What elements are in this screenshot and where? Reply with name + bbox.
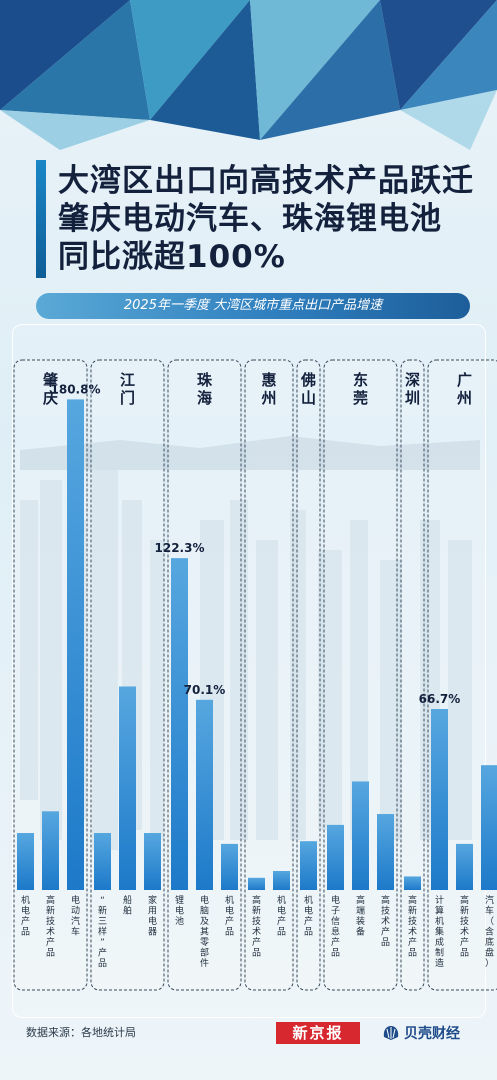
city-group-6 [400, 359, 425, 991]
product-label: “新三样”产品 [98, 896, 107, 969]
product-label: 高端装备 [356, 894, 365, 938]
bar [377, 814, 394, 890]
product-label: 机电产品 [277, 894, 286, 938]
product-label: 高新技术产品 [252, 894, 261, 959]
bar [171, 558, 188, 890]
product-label: 高技术产品 [381, 894, 390, 948]
bar [94, 833, 111, 890]
city-label: 惠州 [260, 371, 276, 407]
bar [481, 765, 497, 890]
bar [248, 877, 265, 890]
data-label: 70.1% [184, 683, 226, 697]
city-group-3 [244, 359, 294, 991]
brand-xinjingbao: 新京报 [276, 1022, 360, 1044]
product-label: 机电产品 [21, 894, 30, 938]
city-label: 珠海 [197, 371, 213, 407]
bar [42, 811, 59, 890]
city-label: 江门 [120, 371, 135, 407]
bar [456, 843, 473, 890]
product-label: 高新技术产品 [408, 894, 417, 959]
city-label: 广州 [456, 371, 472, 407]
product-label: 电动汽车 [71, 894, 80, 938]
city-group-1 [90, 359, 165, 991]
bar [119, 686, 136, 890]
brand-beike-label: 贝壳财经 [404, 1026, 460, 1042]
bar [273, 871, 290, 890]
data-source: 数据来源：各地统计局 [26, 1026, 136, 1039]
city-label: 深圳 [405, 371, 420, 407]
bar [352, 781, 369, 890]
city-group-4 [296, 359, 321, 991]
data-label: 180.8% [51, 382, 101, 396]
city-label: 佛山 [300, 371, 316, 407]
bar [17, 833, 34, 890]
bar [196, 699, 213, 890]
title-line-2: 肇庆电动汽车、珠海锂电池 [58, 201, 442, 237]
product-label: 电脑及其零部件 [200, 894, 209, 969]
product-label: 锂电池 [175, 894, 184, 927]
product-label: 计算机集成制造 [435, 894, 444, 969]
product-label: 机电产品 [304, 894, 313, 938]
data-label: 66.7% [419, 692, 461, 706]
data-label: 122.3% [155, 541, 205, 555]
product-label: 机电产品 [225, 894, 234, 938]
city-label: 东莞 [353, 371, 368, 407]
title-accent-bar [36, 160, 46, 278]
brand-beike: 贝壳财经 [382, 1022, 460, 1044]
bar [327, 824, 344, 890]
city-label: 肇庆 [42, 371, 59, 407]
product-label: 家用电器 [148, 894, 157, 938]
bar [300, 841, 317, 890]
bar [67, 399, 84, 890]
product-label: 高新技术产品 [460, 894, 469, 959]
bar [144, 833, 161, 890]
bar [404, 876, 421, 890]
bar [431, 709, 448, 890]
title-line-3: 同比涨超100% [58, 239, 286, 275]
product-label: 高新技术产品 [46, 894, 55, 959]
product-label: 电子信息产品 [331, 894, 340, 959]
product-label: 船舶 [123, 894, 132, 917]
shell-icon [383, 1026, 399, 1040]
bar [221, 843, 238, 890]
product-label: 汽车（含底盘） [485, 894, 494, 969]
chart-subtitle: 2025年一季度 大湾区城市重点出口产品增速 [36, 293, 470, 319]
title-line-1: 大湾区出口向高技术产品跃迁 [58, 163, 474, 199]
